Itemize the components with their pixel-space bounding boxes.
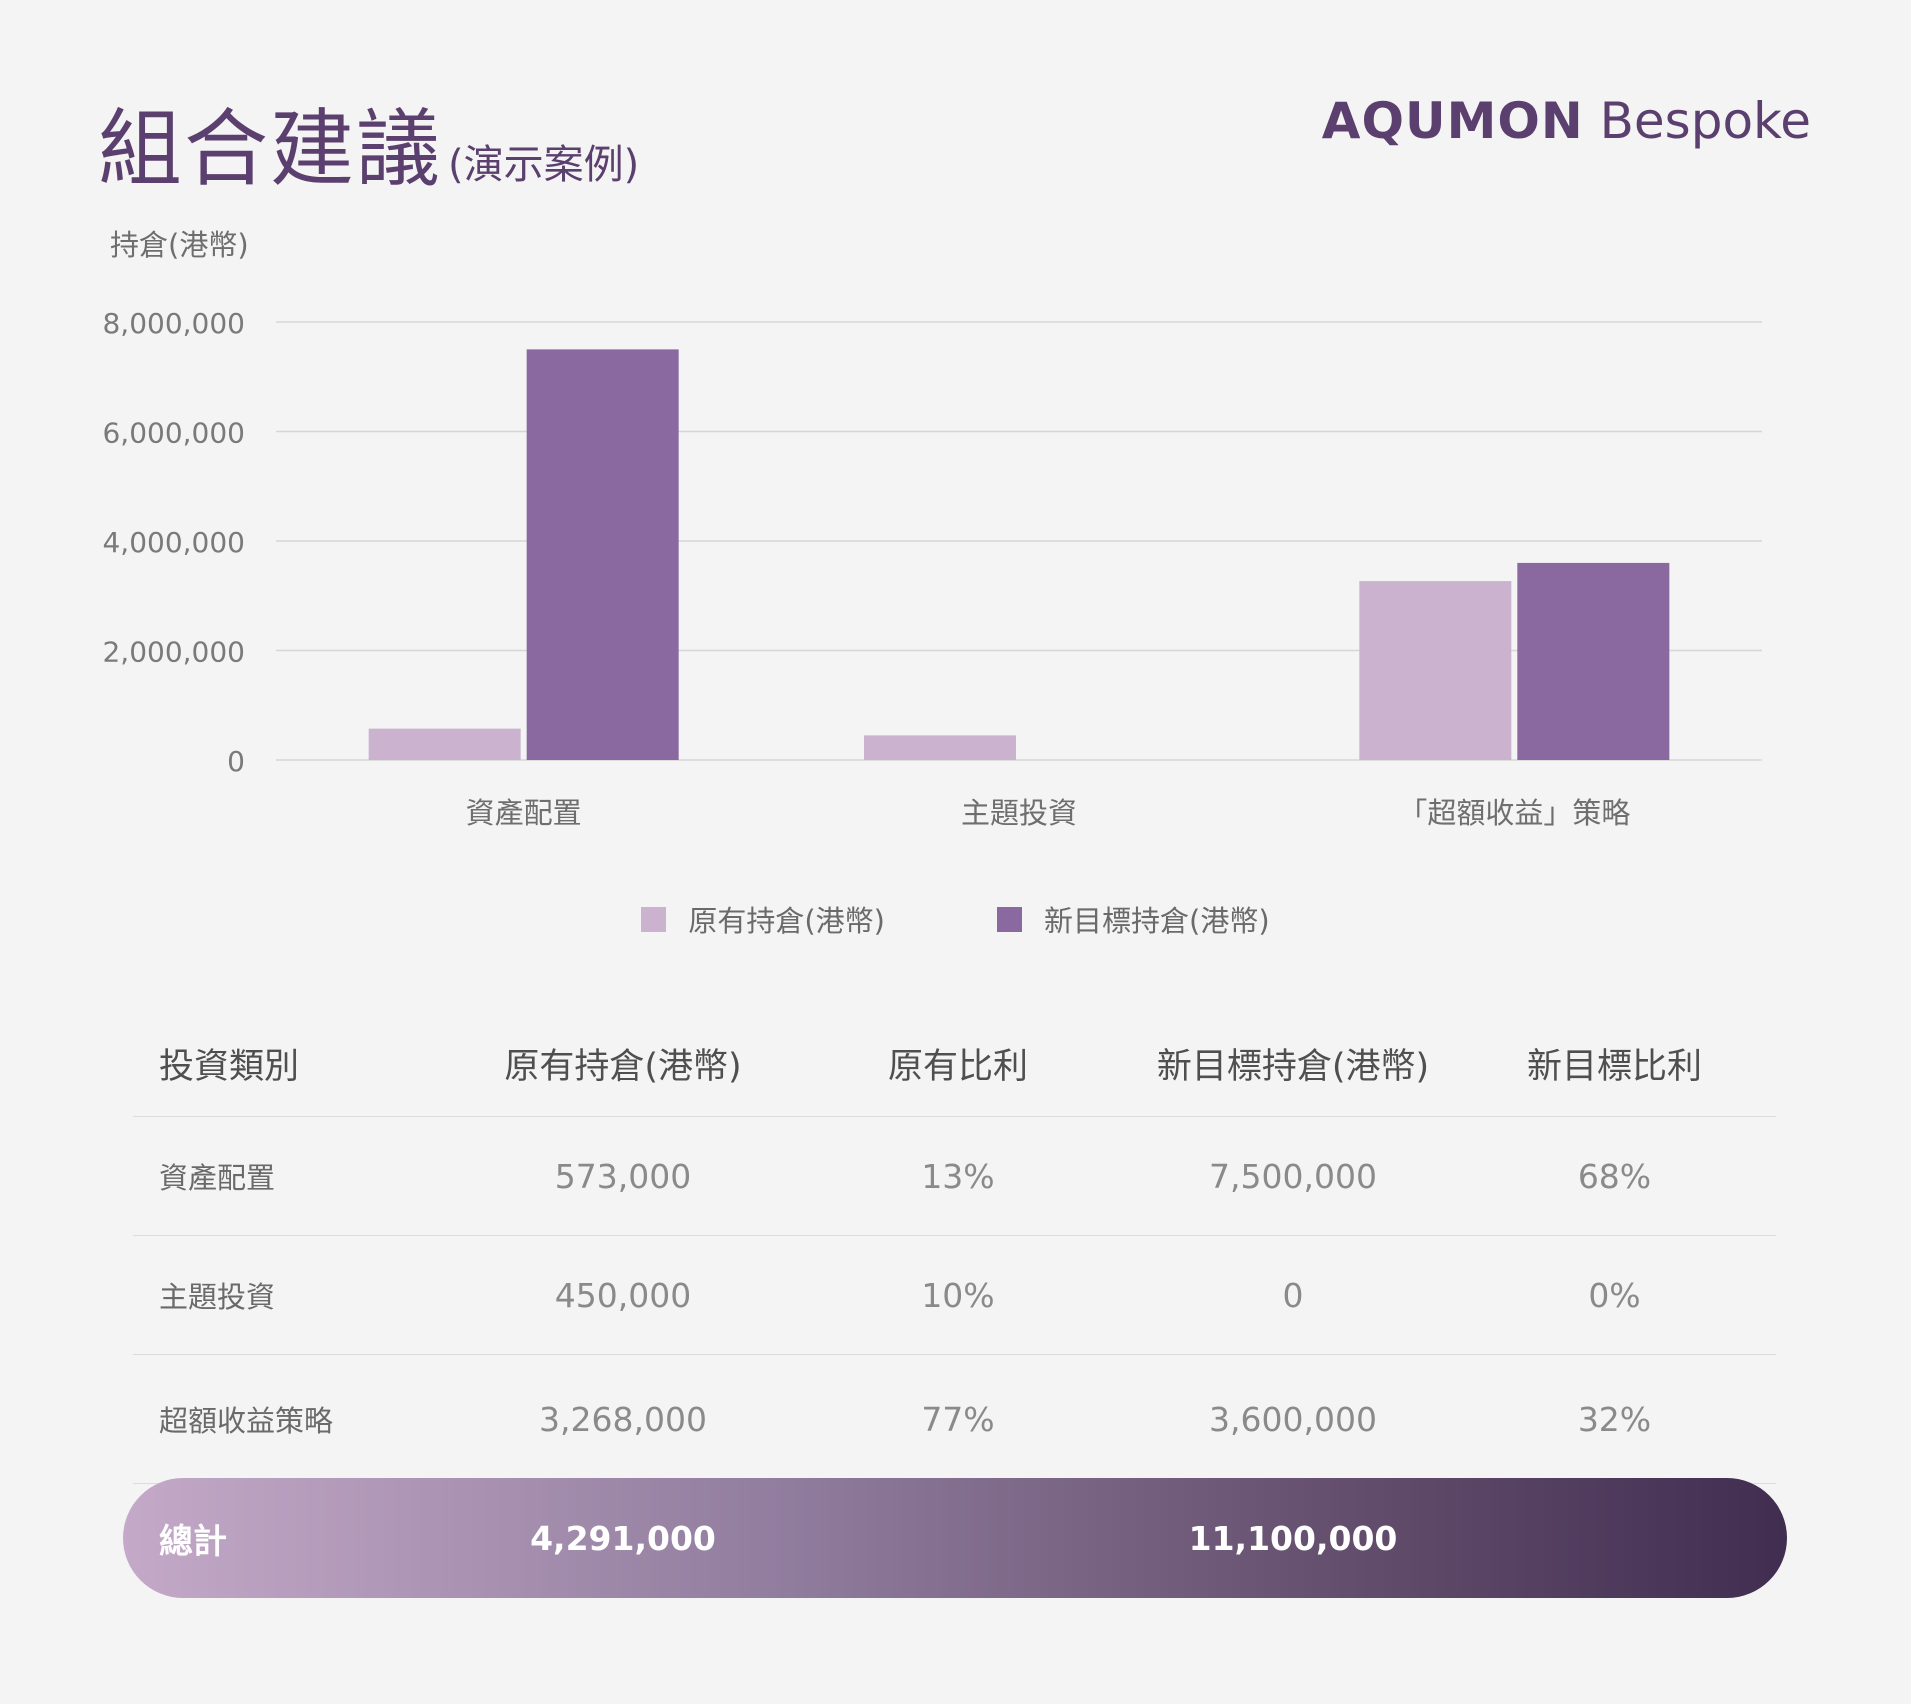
table-row: 超額收益策略 3,268,000 77% 3,600,000 32% <box>133 1355 1776 1484</box>
cell-original-ratio: 77% <box>921 1399 995 1439</box>
total-row: 總計 4,291,000 11,100,000 <box>123 1478 1787 1598</box>
cell-target-holding: 7,500,000 <box>1209 1156 1377 1196</box>
y-tick-label: 8,000,000 <box>102 307 245 340</box>
bar-original <box>864 735 1016 760</box>
allocation-table: 投資類別 原有持倉(港幣) 原有比利 新目標持倉(港幣) 新目標比利 資產配置 … <box>133 1010 1776 1484</box>
y-tick-label: 0 <box>227 745 245 778</box>
table-row: 主題投資 450,000 10% 0 0% <box>133 1236 1776 1355</box>
total-original-holding: 4,291,000 <box>530 1518 716 1558</box>
cell-category: 超額收益策略 <box>159 1404 334 1438</box>
legend-swatch-target <box>997 906 1022 932</box>
table-row: 資產配置 573,000 13% 7,500,000 68% <box>133 1117 1776 1236</box>
x-tick-label: 資產配置 <box>466 796 582 830</box>
header-category: 投資類別 <box>159 1046 300 1087</box>
cell-category: 主題投資 <box>159 1280 276 1314</box>
bar-chart: 持倉(港幣) 0 2,000,000 4,000,000 6,000,000 8,000,… <box>102 228 1762 830</box>
total-target-holding: 11,100,000 <box>1188 1518 1398 1558</box>
x-tick-label: 主題投資 <box>961 796 1077 830</box>
y-tick-label: 2,000,000 <box>102 636 245 669</box>
bar-original <box>368 728 521 760</box>
brand-logo: AQUMON Bespoke <box>1322 92 1811 150</box>
cell-original-holding: 450,000 <box>554 1275 692 1315</box>
brand-product: Bespoke <box>1599 92 1811 150</box>
legend-label-original: 原有持倉(港幣) <box>688 904 885 938</box>
page-title: 組合建議 (演示案例) <box>98 82 639 203</box>
total-label: 總計 <box>159 1521 227 1562</box>
cell-original-ratio: 10% <box>921 1275 995 1315</box>
header-target-holding: 新目標持倉(港幣) <box>1156 1046 1430 1087</box>
cell-original-holding: 3,268,000 <box>539 1399 707 1439</box>
y-tick-label: 4,000,000 <box>102 526 245 559</box>
table-header-row: 投資類別 原有持倉(港幣) 原有比利 新目標持倉(港幣) 新目標比利 <box>133 1010 1776 1117</box>
bar-target <box>526 349 679 760</box>
cell-target-ratio: 68% <box>1577 1156 1652 1196</box>
legend-label-target: 新目標持倉(港幣) <box>1044 904 1270 938</box>
header-original-holding: 原有持倉(港幣) <box>504 1046 742 1087</box>
bar-target <box>1517 562 1670 760</box>
legend-item-target: 新目標持倉(港幣) <box>997 898 1270 940</box>
cell-original-holding: 573,000 <box>554 1156 692 1196</box>
page-title-subtitle: (演示案例) <box>448 142 640 188</box>
legend-item-original: 原有持倉(港幣) <box>641 898 885 940</box>
header-original-ratio: 原有比利 <box>887 1046 1028 1087</box>
x-tick-label: 「超額收益」策略 <box>1398 796 1630 830</box>
legend-swatch-original <box>641 906 667 932</box>
cell-target-ratio: 32% <box>1577 1399 1652 1439</box>
cell-original-ratio: 13% <box>921 1156 995 1196</box>
cell-target-holding: 3,600,000 <box>1209 1399 1377 1439</box>
bar-original <box>1359 581 1512 760</box>
cell-target-ratio: 0% <box>1588 1275 1641 1315</box>
chart-legend: 原有持倉(港幣) 新目標持倉(港幣) <box>0 898 1911 940</box>
page-title-main: 組合建議 <box>98 100 443 198</box>
header-target-ratio: 新目標比利 <box>1526 1046 1702 1087</box>
cell-target-holding: 0 <box>1282 1275 1304 1315</box>
y-axis-label: 持倉(港幣) <box>110 228 249 262</box>
cell-category: 資產配置 <box>159 1161 276 1195</box>
brand-name: AQUMON <box>1321 92 1584 150</box>
y-tick-label: 6,000,000 <box>102 417 245 450</box>
